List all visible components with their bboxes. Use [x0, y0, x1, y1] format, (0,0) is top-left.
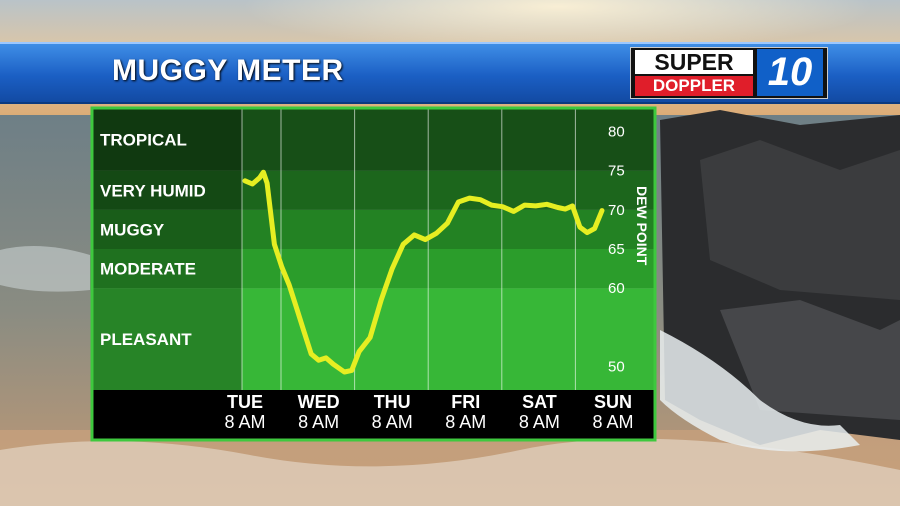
- y-tick-label: 50: [608, 359, 625, 376]
- band-tropical: [92, 108, 655, 171]
- x-tick-hour: 8 AM: [298, 412, 339, 432]
- band-label: VERY HUMID: [100, 181, 206, 200]
- station-logo: SUPER DOPPLER 10: [630, 47, 828, 99]
- x-tick-hour: 8 AM: [519, 412, 560, 432]
- band-label: PLEASANT: [100, 330, 192, 349]
- logo-doppler: DOPPLER: [635, 76, 753, 96]
- comfort-band-labels: TROPICAL VERY HUMID MUGGY MODERATE PLEASANT: [100, 130, 206, 349]
- band-label: MUGGY: [100, 220, 165, 239]
- dew-point-line: [242, 169, 605, 375]
- band-label-bg: [92, 288, 242, 390]
- band-moderate: [92, 249, 655, 289]
- band-label: MODERATE: [100, 260, 196, 279]
- x-tick-hour: 8 AM: [445, 412, 486, 432]
- y-tick-label: 75: [608, 163, 625, 180]
- x-tick-day: TUE: [227, 392, 263, 412]
- y-tick-label: 70: [608, 202, 625, 219]
- dew-point-ticks: 80 75 70 65 60 50: [608, 124, 625, 376]
- x-tick-day: THU: [374, 392, 411, 412]
- band-label-bg: [92, 170, 242, 210]
- chart-frame: [90, 106, 657, 442]
- dew-point-series: [242, 169, 605, 375]
- y-tick-label: 60: [608, 280, 625, 297]
- x-tick-hour: 8 AM: [372, 412, 413, 432]
- day-gridlines: [241, 108, 576, 390]
- band-label: TROPICAL: [100, 130, 187, 149]
- band-very-humid: [92, 170, 655, 210]
- band-label-bg: [92, 249, 242, 289]
- band-label-bg: [92, 209, 242, 249]
- logo-number: 10: [757, 49, 823, 96]
- x-tick-hour: 8 AM: [592, 412, 633, 432]
- band-label-bg: [92, 108, 242, 171]
- x-axis-bar: [92, 390, 655, 440]
- logo-super: SUPER: [635, 50, 753, 74]
- comfort-bands: [92, 108, 655, 390]
- x-tick-day: FRI: [451, 392, 480, 412]
- page-title: MUGGY METER: [112, 54, 344, 87]
- x-tick-hour: 8 AM: [224, 412, 265, 432]
- band-pleasant: [92, 288, 655, 390]
- y-tick-label: 65: [608, 241, 625, 258]
- x-tick-day: SAT: [522, 392, 557, 412]
- y-axis-label: DEW POINT: [634, 186, 650, 266]
- y-tick-label: 80: [608, 124, 625, 141]
- band-muggy: [92, 209, 655, 249]
- x-tick-day: SUN: [594, 392, 632, 412]
- x-tick-day: WED: [298, 392, 340, 412]
